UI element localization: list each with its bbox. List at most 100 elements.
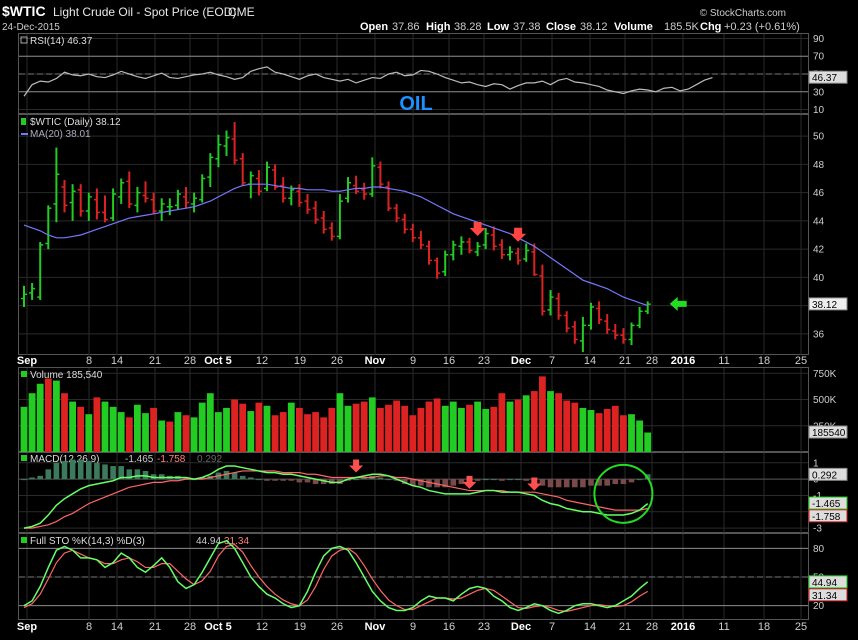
oil-annotation: OIL	[399, 93, 432, 115]
macd-histogram-bar	[418, 479, 424, 486]
volume-bar	[287, 402, 295, 452]
volume-bar	[215, 412, 222, 452]
macd-histogram-bar	[183, 477, 189, 480]
close-label: Close	[546, 21, 576, 33]
ohlc-bar	[328, 222, 335, 241]
ohlc-bar	[361, 182, 368, 200]
xaxis-tick-label: 21	[619, 621, 631, 633]
ohlc-bar	[93, 188, 100, 220]
stochastic-title: Full STO %K(14,3) %D(3)	[30, 536, 145, 547]
close-value: 38.12	[580, 21, 608, 33]
ohlc-bar	[555, 292, 562, 320]
volume-bar	[304, 414, 311, 452]
volume-bar	[271, 415, 279, 452]
xaxis-tick-label: 28	[646, 355, 658, 367]
macd-histogram-bar	[515, 479, 521, 481]
xaxis-tick-label: 19	[294, 621, 306, 633]
ohlc-bar	[110, 188, 117, 221]
ohlc-bar	[426, 240, 432, 265]
price-ytick-label: 40	[813, 273, 825, 284]
macd-histogram-bar	[474, 479, 481, 481]
xaxis-tick-label: 21	[149, 355, 161, 367]
ohlc-bar	[215, 134, 222, 168]
volume-bar	[142, 413, 149, 452]
xaxis-tick-label: 7	[549, 621, 555, 633]
ohlc-bar	[636, 307, 643, 329]
stochastic-legend-swatch	[21, 537, 27, 543]
volume-bar	[85, 414, 93, 452]
volume-bar	[579, 407, 587, 452]
y-axis-ticks: 10305070903638404244464850750K500K250K-3…	[808, 34, 848, 612]
xaxis-separators	[0, 355, 858, 640]
ohlc-bar	[644, 301, 651, 315]
rsi-ytick-label: 90	[813, 34, 825, 45]
rsi-ytick-label: 70	[813, 52, 825, 63]
macd-last-signal-text: -1.758	[812, 512, 841, 523]
volume-bar	[595, 413, 603, 452]
macd-histogram-bar	[223, 470, 230, 480]
ohlc-bar	[69, 184, 76, 221]
volume-bar	[409, 415, 417, 452]
volume-bar	[223, 407, 230, 452]
volume-bar	[158, 420, 166, 452]
ma20-line	[23, 183, 648, 307]
ohlc-bar	[369, 157, 376, 197]
volume-bar	[117, 412, 125, 452]
ohlc-bar	[393, 203, 400, 223]
stoch-ytick-label: 20	[813, 601, 825, 612]
ohlc-bar	[507, 246, 513, 261]
x-axis-ticks: Sep 8 14 21 28 Oct 5 12 19 26 Nov 9 16 23 Dec 7 14 21 28 2…	[17, 355, 807, 633]
ohlc-bar	[458, 236, 465, 255]
symbol-description: Light Crude Oil - Spot Price (EOD)	[53, 5, 236, 19]
ohlc-bar	[85, 192, 92, 221]
macd-ytick-label: -3	[813, 524, 822, 535]
macd-last-macd-text: -1.465	[812, 499, 841, 510]
volume-bar	[620, 415, 627, 452]
macd-histogram-bar	[393, 479, 400, 481]
ohlc-bar	[547, 290, 554, 316]
ohlc-summary: Open 37.86 High 38.28 Low 37.38 Close 38…	[360, 21, 800, 33]
macd-last-hist: 0.292	[808, 467, 848, 481]
ohlc-bar	[312, 201, 319, 224]
volume-bar	[441, 405, 449, 452]
high-label: High	[426, 21, 451, 33]
ohlc-bar	[29, 283, 36, 300]
volume-bar	[166, 421, 174, 452]
ohlc-bar	[102, 195, 108, 223]
ohlc-bar	[515, 247, 522, 265]
macd-highlight-circle	[593, 463, 654, 524]
xaxis-tick-label: 23	[478, 621, 490, 633]
volume-bar	[198, 402, 206, 452]
macd-legend-swatch	[21, 455, 27, 461]
xaxis-tick-label: 12	[256, 621, 268, 633]
rsi-line	[23, 66, 713, 97]
macd-title: MACD(12,26,9)	[30, 454, 99, 465]
volume-bar	[174, 412, 182, 452]
macd-histogram-bar	[604, 479, 610, 486]
macd-histogram-bar	[555, 479, 562, 488]
volume-bar	[563, 400, 571, 452]
macd-histogram-bar	[628, 479, 635, 483]
macd-ytick-label: -1	[813, 491, 822, 502]
volume-bar	[611, 405, 619, 452]
ohlc-bar	[142, 181, 149, 203]
ohlc-bar	[126, 171, 133, 209]
buy-arrow-marker	[669, 296, 687, 311]
volume-bar	[150, 407, 157, 452]
panel-titles: RSI(14) 46.37 $WTIC (Daily) 38.12 MA(20)…	[20, 36, 249, 547]
volume-value: 185.5K	[664, 21, 700, 33]
macd-histogram-bar	[288, 479, 295, 481]
ohlc-bar	[385, 181, 392, 211]
volume-bar	[530, 391, 538, 452]
volume-last-value-box	[808, 425, 848, 439]
volume-bar	[514, 399, 522, 452]
macd-last-macd-box	[808, 496, 848, 510]
volume-bar	[433, 398, 441, 452]
macd-histogram-bar	[102, 464, 108, 480]
volume-bar	[449, 401, 457, 452]
ohlc-bar	[304, 194, 311, 214]
volume-bar	[628, 414, 635, 452]
ohlc-bar	[490, 226, 497, 251]
xaxis-tick-label: 8	[86, 621, 92, 633]
ohlc-bar	[401, 213, 408, 234]
